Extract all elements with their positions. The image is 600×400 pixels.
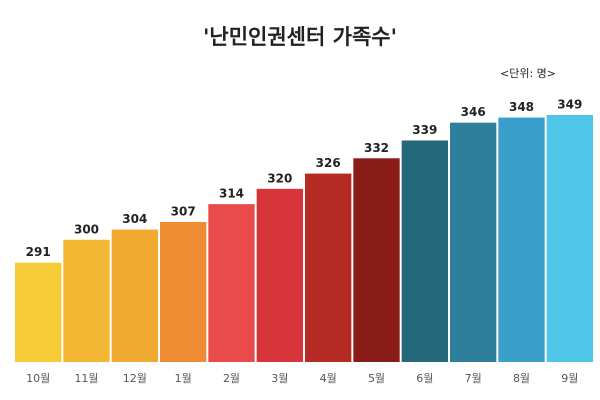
value-label: 339 <box>412 123 437 137</box>
bar <box>450 122 497 362</box>
x-tick-label: 5월 <box>368 372 385 385</box>
bar <box>15 262 62 362</box>
value-label: 304 <box>122 212 147 226</box>
value-label: 314 <box>219 187 244 201</box>
x-tick-label: 2월 <box>223 372 240 385</box>
value-label: 349 <box>557 98 582 112</box>
x-tick-label: 1월 <box>175 372 192 385</box>
value-label: 291 <box>26 245 51 259</box>
bar <box>498 117 545 362</box>
bar <box>305 173 352 362</box>
x-tick-label: 11월 <box>74 372 98 385</box>
bar <box>256 188 303 362</box>
value-label: 346 <box>461 105 486 119</box>
x-tick-label: 3월 <box>271 372 288 385</box>
value-label: 348 <box>509 100 534 114</box>
value-label: 326 <box>316 156 341 170</box>
x-tick-label: 9월 <box>561 372 578 385</box>
bar <box>111 229 158 362</box>
bar <box>546 115 593 362</box>
x-tick-label: 6월 <box>416 372 433 385</box>
value-label: 300 <box>74 222 99 236</box>
bar <box>63 239 110 362</box>
bar <box>401 140 448 362</box>
unit-label: <단위: 명> <box>500 67 556 80</box>
bar <box>160 221 207 362</box>
x-tick-label: 4월 <box>320 372 337 385</box>
value-label: 307 <box>171 204 196 218</box>
value-label: 320 <box>267 171 292 185</box>
value-label: 332 <box>364 141 389 155</box>
x-tick-label: 7월 <box>465 372 482 385</box>
x-tick-label: 8월 <box>513 372 530 385</box>
bar <box>353 158 400 362</box>
chart-title: '난민인권센터 가족수' <box>203 25 397 49</box>
x-tick-label: 12월 <box>123 372 147 385</box>
x-tick-label: 10월 <box>26 372 50 385</box>
bar <box>208 204 255 362</box>
